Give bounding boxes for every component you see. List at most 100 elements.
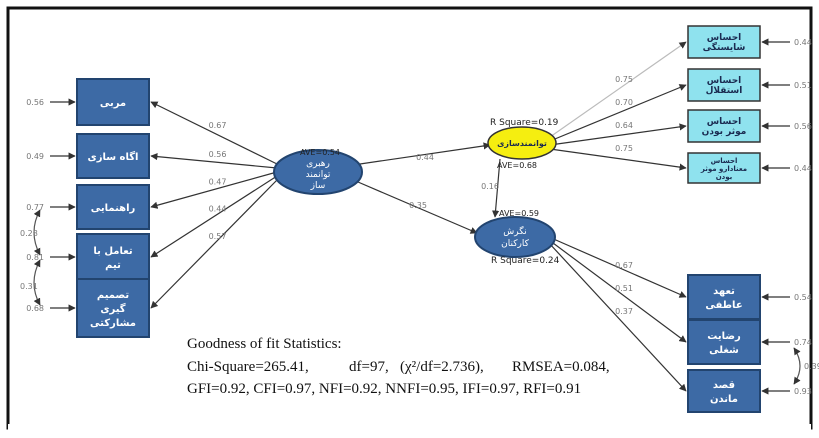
loading-arrow-bottom-right-2	[548, 239, 687, 343]
path-value-leader-empowerment: 0.44	[416, 153, 434, 162]
indicator-box-bottom-right-1	[687, 274, 761, 320]
loading-arrow-top-right-1	[549, 41, 687, 138]
loading-value-bottom-right-3: 0.37	[615, 307, 633, 316]
indicator-label-top-right-4: معنادارو موثر	[700, 165, 747, 173]
latent-leader-ellipse	[273, 149, 363, 195]
latent-leader-label-1: رهبری	[306, 159, 330, 169]
error-value-left-5: 0.68	[26, 304, 44, 313]
indicator-box-left-2	[76, 133, 150, 179]
indicator-label-top-right-2: استقلال	[706, 86, 743, 96]
error-value-left-4: 0.81	[26, 253, 44, 262]
error-value-top-right-4: 0.44	[794, 164, 812, 173]
loading-arrow-bottom-right-1	[548, 236, 687, 298]
frame-bottom-strip	[8, 424, 811, 438]
path-value-empowerment-attitude: 0.16	[481, 182, 499, 191]
latent-attitude-label-1: نگرش	[503, 225, 526, 237]
diagram-nodes	[76, 25, 761, 413]
indicator-label-bottom-right-1: تعهد	[713, 286, 735, 297]
error-value-left-1: 0.56	[26, 98, 44, 107]
loading-arrow-left-2	[150, 153, 278, 169]
loading-arrow-left-4	[150, 175, 278, 258]
error-value-bottom-right-1: 0.54	[794, 293, 812, 302]
indicator-box-top-right-1	[687, 25, 761, 59]
indicator-label-left-1: مربی	[100, 98, 126, 109]
indicator-label-top-right-1: شایستگی	[703, 41, 746, 53]
correlation-value-left-2: 0.31	[20, 282, 38, 291]
indicator-label-top-right-4: بودن	[716, 173, 733, 181]
indicator-box-top-right-4	[687, 152, 761, 184]
gof-df: df=97,	[349, 359, 389, 375]
indicator-label-top-right-1: احساس	[707, 33, 742, 43]
gof-line3: GFI=0.92, CFI=0.97, NFI=0.92, NNFI=0.95,…	[187, 381, 582, 397]
indicator-label-bottom-right-3: قصد	[713, 380, 735, 391]
loading-arrow-top-right-4	[549, 148, 687, 171]
loading-arrow-top-right-3	[549, 123, 687, 146]
latent-empowerment-label: توانمندسازی	[497, 139, 547, 148]
loading-arrow-left-5	[150, 179, 278, 309]
diagram-labels: مربی 0.56 0.67 اگاه سازی 0.49 0.56 راهنمایی 0.7…	[20, 33, 819, 405]
indicator-label-top-right-3: موثر بودن	[702, 127, 747, 137]
loading-value-bottom-right-2: 0.51	[615, 284, 633, 293]
indicator-label-bottom-right-1: عاطفی	[705, 300, 742, 311]
error-value-bottom-right-2: 0.74	[794, 338, 812, 347]
indicator-box-left-4	[76, 233, 150, 281]
error-value-top-right-3: 0.56	[794, 122, 812, 131]
error-value-left-3: 0.77	[26, 203, 44, 212]
indicator-label-left-5: تصمیم	[97, 290, 129, 301]
latent-empowerment-ellipse	[487, 126, 557, 160]
indicator-label-left-5: گیری	[100, 302, 125, 315]
loading-value-left-4: 0.44	[209, 205, 227, 214]
latent-attitude-label-2: کارکنان	[501, 239, 529, 249]
indicator-box-left-3	[76, 184, 150, 230]
loading-arrow-top-right-2	[549, 84, 687, 142]
indicator-label-left-4: تعامل با	[93, 246, 133, 257]
loading-value-top-right-3: 0.64	[615, 121, 633, 130]
loading-value-left-5: 0.57	[209, 232, 227, 241]
loading-arrow-left-3	[150, 171, 278, 209]
loading-value-left-1: 0.67	[209, 121, 227, 130]
path-leader-to-attitude	[357, 181, 478, 234]
latent-leader-label-3: ساز	[310, 181, 326, 191]
loading-value-top-right-1: 0.75	[615, 75, 633, 84]
connector-lines	[33, 38, 801, 395]
indicator-label-left-2: اگاه سازی	[88, 150, 139, 163]
correlation-arc-right	[793, 347, 801, 385]
latent-attitude-ave: AVE=0.59	[499, 209, 539, 218]
error-value-top-right-1: 0.44	[794, 38, 812, 47]
latent-empowerment-ave: AVE=0.68	[497, 161, 537, 170]
correlation-value-left-1: 0.28	[20, 229, 38, 238]
indicator-label-left-4: تیم	[105, 260, 121, 271]
latent-leader-ave: AVE=0.54	[300, 148, 340, 157]
error-value-top-right-2: 0.51	[794, 81, 812, 90]
loading-arrow-left-1	[150, 101, 278, 165]
gof-chi-square: Chi-Square=265.41,	[187, 359, 309, 375]
latent-attitude-r-square: R Square=0.24	[491, 256, 560, 266]
loading-value-left-3: 0.47	[209, 178, 227, 187]
correlation-arc-left-1	[33, 209, 41, 256]
loading-value-top-right-4: 0.75	[615, 144, 633, 153]
latent-leader-label-2: توانمند	[306, 170, 331, 180]
gof-title: Goodness of fit Statistics:	[187, 336, 342, 352]
gof-rmsea: RMSEA=0.084,	[512, 359, 610, 375]
loading-value-top-right-2: 0.70	[615, 98, 633, 107]
indicator-label-bottom-right-2: رضایت	[707, 331, 741, 342]
path-empowerment-to-attitude	[491, 158, 501, 218]
loading-value-left-2: 0.56	[209, 150, 227, 159]
indicator-box-bottom-right-2	[687, 319, 761, 365]
indicator-label-top-right-4: احساس	[711, 157, 738, 165]
correlation-arc-left-2	[33, 259, 41, 306]
latent-empowerment-r-square: R Square=0.19	[490, 118, 559, 128]
indicator-box-top-right-2	[687, 68, 761, 102]
error-value-bottom-right-3: 0.93	[794, 387, 812, 396]
indicator-label-top-right-2: احساس	[707, 76, 742, 86]
path-leader-to-empowerment	[359, 142, 491, 165]
indicator-box-bottom-right-3	[687, 369, 761, 413]
indicator-label-bottom-right-3: ماندن	[710, 394, 738, 405]
indicator-box-left-1	[76, 78, 150, 126]
indicator-label-left-5: مشارکتی	[90, 318, 136, 329]
loading-value-bottom-right-1: 0.67	[615, 261, 633, 270]
indicator-label-bottom-right-2: شغلی	[709, 345, 739, 356]
latent-attitude-ellipse	[474, 216, 556, 258]
